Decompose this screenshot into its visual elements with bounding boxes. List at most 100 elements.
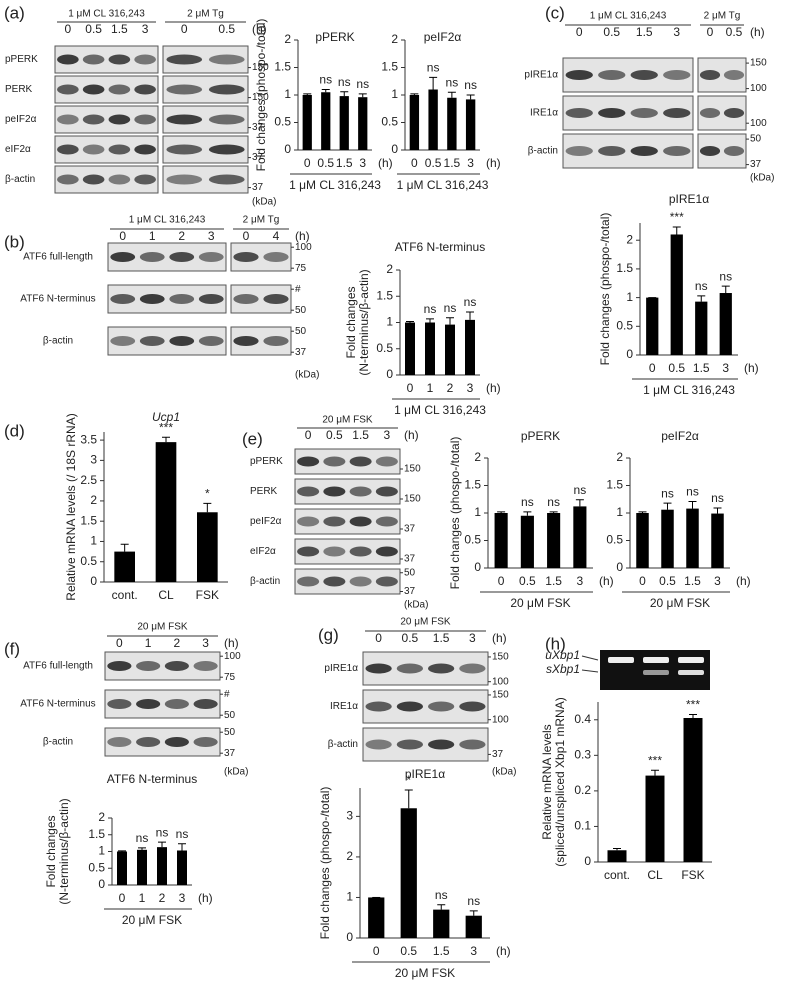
- blot-band: [107, 699, 132, 709]
- significance-label: ns: [444, 301, 457, 315]
- y-tick-label: 1.5: [606, 478, 623, 492]
- blot-band: [396, 739, 423, 750]
- blot-band: [323, 456, 346, 467]
- x-tick-label: cont.: [112, 588, 138, 602]
- significance-label: ns: [695, 279, 708, 293]
- significance-label: ns: [435, 888, 448, 902]
- y-axis-label: (spliced/unspliced Xbp1 mRNA): [553, 697, 567, 866]
- blot-band: [193, 661, 218, 671]
- blot-band: [164, 661, 189, 671]
- bar: [428, 89, 438, 150]
- y-tick-label: 1: [386, 315, 393, 329]
- significance-label: ns: [176, 827, 189, 841]
- blot-band: [233, 336, 259, 346]
- blot-band: [134, 114, 156, 125]
- kda-marker: 37: [404, 586, 416, 597]
- bar: [400, 808, 417, 938]
- kda-marker: 75: [295, 263, 307, 274]
- blot-band: [699, 146, 721, 156]
- x-tick-label: 1.5: [684, 574, 701, 588]
- y-axis-label: Relative mRNA levels (/ 18S rRNA): [64, 413, 78, 600]
- blot-time: 3: [384, 428, 391, 442]
- x-tick-label: 0: [649, 361, 656, 375]
- blot-group-label: 2 μM Tg: [243, 215, 280, 226]
- x-tick-label: 3: [359, 156, 366, 170]
- error-bar: [689, 713, 697, 718]
- x-tick-label: 1: [139, 891, 146, 905]
- x-tick-label: 0: [639, 574, 646, 588]
- blot-band: [108, 54, 131, 65]
- bar: [137, 849, 147, 885]
- blot-band: [82, 114, 105, 125]
- significance-label: ns: [319, 73, 332, 87]
- group-label: 1 μM CL 316,243: [397, 178, 489, 192]
- y-tick-label: 0.5: [616, 318, 633, 332]
- blot-band: [349, 546, 372, 557]
- kda-marker: #: [224, 689, 230, 700]
- error-bar: [638, 511, 647, 513]
- y-tick-label: 1: [626, 290, 633, 304]
- blot-row-label: IRE1α: [530, 108, 558, 119]
- gel-band: [643, 657, 669, 663]
- blot-band: [459, 663, 486, 674]
- chart-title: peIF2α: [424, 30, 462, 44]
- blot-band: [107, 661, 132, 671]
- blot-band: [166, 84, 203, 95]
- blot-band: [139, 294, 165, 304]
- blot-row-label: pPERK: [250, 456, 283, 467]
- significance-label: ns: [464, 78, 477, 92]
- blot-row-label: β-actin: [328, 739, 358, 750]
- kda-marker: 150: [492, 652, 509, 663]
- y-tick-label: 1: [474, 505, 481, 519]
- blot-band: [208, 114, 245, 125]
- blot-row-label: eIF2α: [250, 546, 276, 557]
- bar: [695, 301, 708, 355]
- error-bar: [203, 502, 212, 513]
- y-axis-label: Fold changes (phospo-/total): [318, 787, 332, 940]
- x-tick-label: 3: [714, 574, 721, 588]
- error-bar: [429, 76, 438, 90]
- blot-time: 4: [273, 229, 280, 243]
- blot-unit: (h): [252, 22, 267, 36]
- significance-label: ns: [427, 61, 440, 75]
- kda-marker: 37: [750, 159, 762, 170]
- blot-row-label: ATF6 full-length: [23, 661, 93, 672]
- kda-marker: 150: [404, 494, 421, 505]
- y-axis-label: Fold changes (phospo-/total): [598, 213, 612, 366]
- error-bar: [303, 93, 312, 95]
- blot-row-label: IRE1α: [330, 701, 358, 712]
- significance-label: ***: [686, 698, 700, 712]
- x-tick-label: FSK: [196, 588, 219, 602]
- blot-row-label: β-actin: [250, 576, 280, 587]
- group-label: 1 μM CL 316,243: [394, 403, 486, 417]
- bar: [607, 850, 627, 862]
- bar: [683, 718, 703, 862]
- blot-row-label: PERK: [250, 486, 278, 497]
- y-tick-label: 2: [98, 810, 105, 824]
- x-tick-label: 1.5: [545, 574, 562, 588]
- blot-time: 0: [116, 636, 123, 650]
- blot-band: [297, 456, 320, 467]
- y-tick-label: 1.5: [80, 513, 97, 527]
- blot-band: [297, 486, 320, 497]
- blot-time: 0: [65, 22, 72, 36]
- kda-marker: #: [295, 284, 301, 295]
- error-bar: [469, 910, 478, 916]
- x-tick-label: 0: [373, 944, 380, 958]
- significance-label: ***: [648, 753, 662, 767]
- blot-band: [297, 516, 320, 527]
- panel-letter: (d): [4, 421, 25, 440]
- y-tick-label: 3: [346, 809, 353, 823]
- y-tick-label: 0: [386, 367, 393, 381]
- blot-band: [110, 294, 136, 304]
- blot-band: [166, 114, 203, 125]
- x-tick-label: cont.: [604, 868, 630, 882]
- blot-band: [208, 84, 245, 95]
- y-axis-label: Fold changes (phospo-/total): [448, 437, 462, 590]
- blot-time: 1: [145, 636, 152, 650]
- blot-band: [598, 146, 626, 156]
- bar: [636, 513, 649, 568]
- y-tick-label: 0: [98, 877, 105, 891]
- gel-arrow: [581, 655, 599, 661]
- y-tick-label: 0.2: [574, 783, 591, 797]
